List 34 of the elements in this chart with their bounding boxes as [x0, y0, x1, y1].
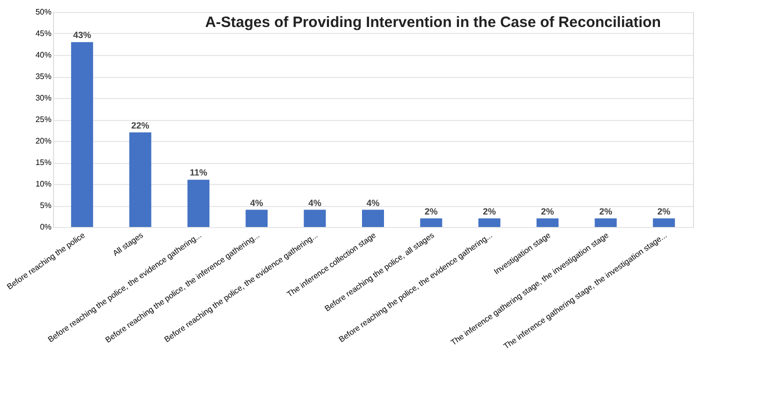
y-tick-label: 40% — [35, 50, 52, 60]
y-tick-label: 5% — [40, 201, 52, 210]
data-label: 4% — [250, 198, 264, 208]
bar — [594, 218, 617, 227]
y-tick-label: 20% — [35, 136, 52, 146]
bar — [362, 210, 384, 227]
y-tick-label: 25% — [35, 115, 52, 124]
data-label: 2% — [482, 206, 496, 216]
data-label: 2% — [541, 206, 554, 216]
y-tick-label: 30% — [35, 94, 52, 102]
data-label: 4% — [366, 198, 380, 208]
y-tick-label: 10% — [35, 180, 52, 188]
bar — [536, 218, 559, 227]
data-label: 22% — [131, 120, 150, 130]
bar — [129, 132, 152, 227]
bar — [246, 210, 268, 227]
data-label: 2% — [599, 206, 612, 216]
bar — [304, 210, 326, 227]
chart-title: A-Stages of Providing Intervention in the Case of Reconciliation — [205, 14, 661, 31]
data-label: 4% — [308, 198, 322, 208]
bar — [478, 218, 500, 227]
y-tick-label: 45% — [35, 29, 52, 38]
data-label: 43% — [73, 30, 92, 40]
y-tick-label: 0% — [40, 222, 52, 232]
y-tick-label: 50% — [35, 8, 52, 16]
y-tick-label: 15% — [35, 158, 52, 167]
data-label: 2% — [657, 206, 670, 216]
data-label: 11% — [190, 168, 208, 178]
bar — [71, 42, 94, 227]
y-tick-label: 35% — [35, 72, 52, 81]
data-label: 2% — [424, 206, 438, 216]
bar — [652, 218, 675, 227]
bar — [420, 218, 442, 227]
bar — [187, 180, 210, 227]
